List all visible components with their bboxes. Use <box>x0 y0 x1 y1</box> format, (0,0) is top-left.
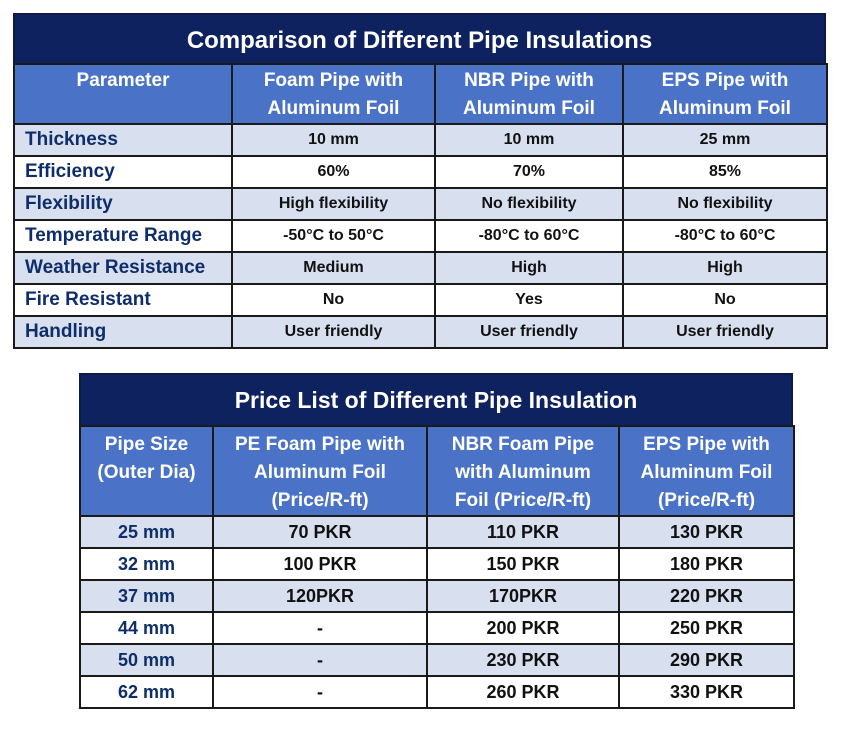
price-row-value-cell: 100 PKR <box>212 547 428 581</box>
price-row-value-cell: - <box>212 611 428 645</box>
header-eps-pipe: EPS Pipe with Aluminum Foil <box>622 63 828 125</box>
header-eps-pipe-label: EPS Pipe with Aluminum Foil <box>659 70 791 119</box>
comparison-row-label-cell: Flexibility <box>13 187 233 221</box>
price-row: 62 mm -260 PKR 330 PKR <box>79 675 795 709</box>
price-header-row: Pipe Size (Outer Dia) PE Foam Pipe with Al… <box>79 425 795 517</box>
comparison-row-value-cell: -80°C to 60°C <box>622 219 828 253</box>
price-row-value-cell: 330 PKR <box>618 675 795 709</box>
comparison-header-row: Parameter Foam Pipe with Aluminum Foil NB… <box>13 63 828 125</box>
price-row: 44 mm -200 PKR 250 PKR <box>79 611 795 645</box>
price-row-value-cell: 180 PKR <box>618 547 795 581</box>
comparison-row-value-cell: No <box>231 283 436 317</box>
comparison-row-value-cell: 85% <box>622 155 828 189</box>
comparison-row: Fire Resistant No Yes No <box>13 283 828 317</box>
comparison-row-label-cell: Temperature Range <box>13 219 233 253</box>
comparison-row-value-cell: No flexibility <box>434 187 624 221</box>
header-parameter: Parameter <box>13 63 233 125</box>
price-row-label-cell: 32 mm <box>79 547 214 581</box>
comparison-row-value-cell: High <box>622 251 828 285</box>
comparison-row-value-cell: User friendly <box>434 315 624 349</box>
comparison-row-value-cell: 60% <box>231 155 436 189</box>
price-list-table: Pipe Size (Outer Dia) PE Foam Pipe with Al… <box>79 425 795 709</box>
header-eps-price: EPS Pipe with Aluminum Foil (Price/R-ft) <box>618 425 795 517</box>
price-row: 32 mm 100 PKR 150 PKR 180 PKR <box>79 547 795 581</box>
comparison-row-value-cell: 70% <box>434 155 624 189</box>
price-row-label-cell: 50 mm <box>79 643 214 677</box>
comparison-row: Weather Resistance Medium High High <box>13 251 828 285</box>
header-eps-price-label: EPS Pipe with Aluminum Foil (Price/R-ft) <box>640 434 773 511</box>
comparison-table: Parameter Foam Pipe with Aluminum Foil NB… <box>13 63 828 349</box>
header-foam-pipe-label: Foam Pipe with Aluminum Foil <box>263 70 404 119</box>
comparison-row: Handling User friendly User friendly User f… <box>13 315 828 349</box>
comparison-row-value-cell: 10 mm <box>231 123 436 157</box>
header-pipe-size-label: Pipe Size (Outer Dia) <box>97 434 196 483</box>
comparison-row-value-cell: User friendly <box>231 315 436 349</box>
header-nbr-pipe: NBR Pipe with Aluminum Foil <box>434 63 624 125</box>
price-row-value-cell: 150 PKR <box>426 547 620 581</box>
price-row-value-cell: 260 PKR <box>426 675 620 709</box>
comparison-table-section: Comparison of Different Pipe Insulations… <box>13 13 828 349</box>
comparison-row-value-cell: -50°C to 50°C <box>231 219 436 253</box>
header-pe-foam-price: PE Foam Pipe with Aluminum Foil (Price/R-f… <box>212 425 428 517</box>
price-row-value-cell: 290 PKR <box>618 643 795 677</box>
comparison-row-value-cell: -80°C to 60°C <box>434 219 624 253</box>
price-row: 50 mm -230 PKR 290 PKR <box>79 643 795 677</box>
comparison-row-label-cell: Weather Resistance <box>13 251 233 285</box>
price-row-value-cell: 170PKR <box>426 579 620 613</box>
price-row-value-cell: 130 PKR <box>618 515 795 549</box>
comparison-title: Comparison of Different Pipe Insulations <box>13 13 826 63</box>
price-list-title: Price List of Different Pipe Insulation <box>79 373 793 425</box>
comparison-row-label-cell: Thickness <box>13 123 233 157</box>
comparison-row: Temperature Range -50°C to 50°C -80°C to 6… <box>13 219 828 253</box>
comparison-row-value-cell: Medium <box>231 251 436 285</box>
header-nbr-foam-price-label: NBR Foam Pipe with Aluminum Foil (Price/R-… <box>451 434 595 511</box>
price-row-label-cell: 62 mm <box>79 675 214 709</box>
price-row-value-cell: 120PKR <box>212 579 428 613</box>
price-row-value-cell: - <box>212 643 428 677</box>
header-nbr-pipe-label: NBR Pipe with Aluminum Foil <box>463 70 595 119</box>
comparison-row: Efficiency 60% 70% 85% <box>13 155 828 189</box>
price-row-label-cell: 37 mm <box>79 579 214 613</box>
comparison-row-value-cell: No flexibility <box>622 187 828 221</box>
comparison-row-label-cell: Fire Resistant <box>13 283 233 317</box>
header-pe-foam-price-label: PE Foam Pipe with Aluminum Foil (Price/R-f… <box>235 434 405 511</box>
price-row-value-cell: 110 PKR <box>426 515 620 549</box>
comparison-row-value-cell: 25 mm <box>622 123 828 157</box>
comparison-row-value-cell: High <box>434 251 624 285</box>
header-nbr-foam-price: NBR Foam Pipe with Aluminum Foil (Price/R-… <box>426 425 620 517</box>
comparison-row-value-cell: No <box>622 283 828 317</box>
header-pipe-size: Pipe Size (Outer Dia) <box>79 425 214 517</box>
price-row: 25 mm 70 PKR 110 PKR 130 PKR <box>79 515 795 549</box>
comparison-row-label-cell: Handling <box>13 315 233 349</box>
comparison-row-value-cell: High flexibility <box>231 187 436 221</box>
price-row-label-cell: 25 mm <box>79 515 214 549</box>
price-row-value-cell: 200 PKR <box>426 611 620 645</box>
price-list-section: Price List of Different Pipe Insulation … <box>79 373 795 709</box>
header-foam-pipe: Foam Pipe with Aluminum Foil <box>231 63 436 125</box>
price-row-value-cell: 70 PKR <box>212 515 428 549</box>
header-parameter-label: Parameter <box>76 70 170 91</box>
price-row-value-cell: 220 PKR <box>618 579 795 613</box>
price-row-value-cell: 230 PKR <box>426 643 620 677</box>
comparison-row: Flexibility High flexibility No flexibilit… <box>13 187 828 221</box>
comparison-row-label-cell: Efficiency <box>13 155 233 189</box>
price-row: 37 mm 120PKR 170PKR 220 PKR <box>79 579 795 613</box>
comparison-row: Thickness 10 mm 10 mm 25 mm <box>13 123 828 157</box>
comparison-row-value-cell: Yes <box>434 283 624 317</box>
comparison-row-value-cell: User friendly <box>622 315 828 349</box>
price-row-label-cell: 44 mm <box>79 611 214 645</box>
price-row-value-cell: - <box>212 675 428 709</box>
price-row-value-cell: 250 PKR <box>618 611 795 645</box>
comparison-row-value-cell: 10 mm <box>434 123 624 157</box>
